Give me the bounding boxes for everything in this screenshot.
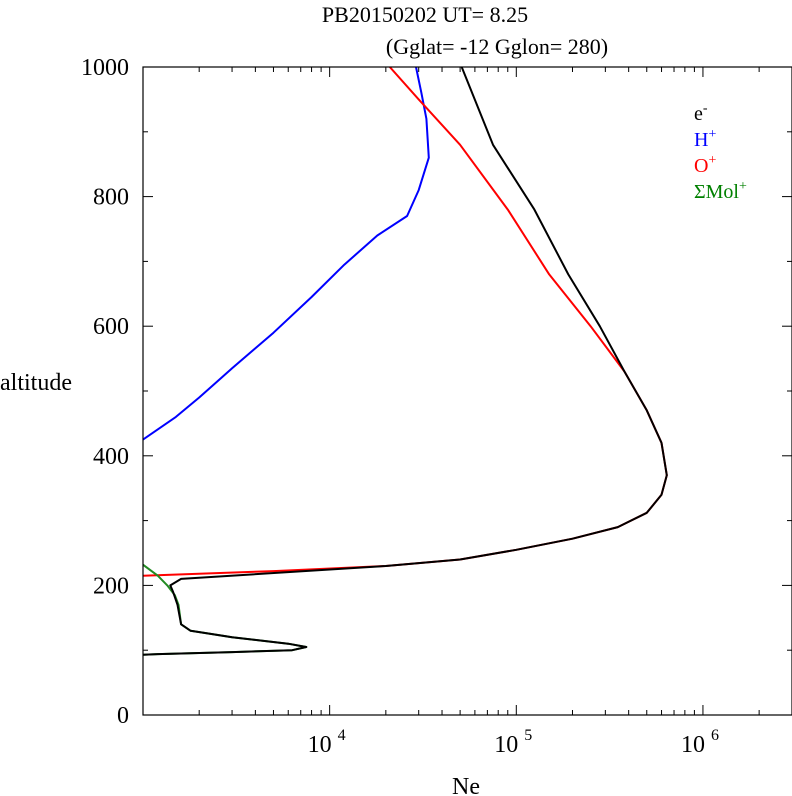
x-tick-label: 10	[681, 732, 705, 758]
y-tick-label: 400	[93, 444, 129, 470]
x-tick-label: 10	[308, 732, 332, 758]
y-tick-label: 600	[93, 314, 129, 340]
legend-entry: ΣMol+	[694, 179, 747, 203]
plot-frame	[142, 66, 792, 716]
y-tick-label: 800	[93, 185, 129, 211]
legend-entry: e-	[694, 101, 708, 125]
series-line-o	[143, 67, 668, 577]
x-tick-exponent: 4	[338, 727, 346, 744]
x-axis-label: Ne	[452, 774, 480, 796]
series-line-mol	[143, 563, 308, 656]
legend-entry: O+	[694, 153, 716, 177]
y-tick-label: 0	[117, 703, 129, 729]
series-line-e	[143, 67, 668, 656]
y-tick-labels: 0 200 400 600 800 1000	[81, 55, 129, 729]
y-axis-label: altitude	[0, 370, 72, 396]
series-line-h	[143, 67, 430, 441]
x-tick-exponent: 6	[711, 727, 719, 744]
series-lines	[143, 67, 668, 656]
chart-title-line2: (Gglat= -12 Gglon= 280)	[386, 34, 608, 59]
y-tick-label: 200	[93, 573, 129, 599]
y-tick-label: 1000	[81, 55, 129, 81]
x-tick-label: 10	[494, 732, 518, 758]
chart-title-line1: PB20150202 UT= 8.25	[322, 2, 528, 27]
x-tick-exponent: 5	[524, 727, 532, 744]
legend: e-H+O+ΣMol+	[694, 101, 747, 203]
x-tick-labels: 10 4 10 5 10 6	[308, 727, 719, 758]
legend-entry: H+	[694, 127, 716, 151]
